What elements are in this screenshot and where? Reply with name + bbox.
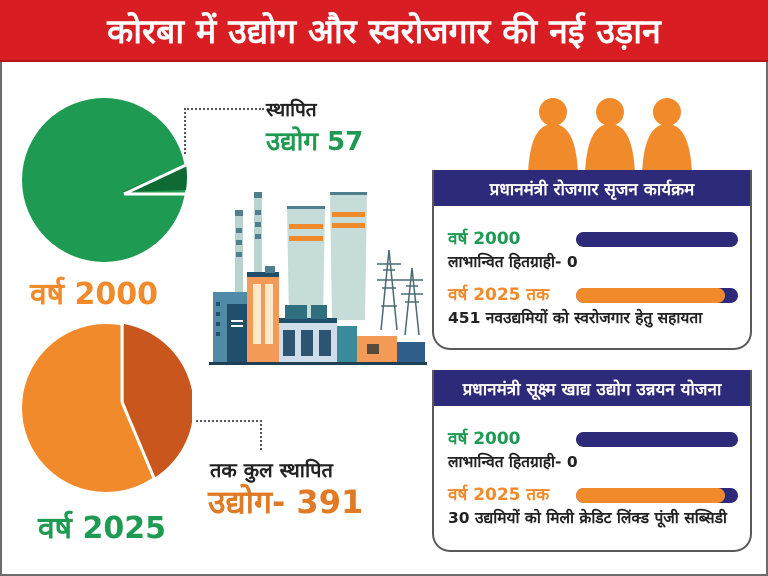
scheme-card-pmfme: प्रधानमंत्री सूक्ष्म खाद्य उद्योग उन्नयन… bbox=[432, 370, 752, 552]
pie-chart-2025 bbox=[22, 322, 192, 492]
row-year-label: वर्ष 2000 bbox=[448, 429, 521, 449]
pie-2000-callout-value: उद्योग 57 bbox=[266, 127, 364, 157]
scheme-card-pmegp: प्रधानमंत्री रोजगार सृजन कार्यक्रम वर्ष … bbox=[432, 170, 752, 350]
progress-bar-2000 bbox=[576, 432, 738, 447]
progress-bar-2025 bbox=[576, 288, 738, 303]
scheme-row-2025: वर्ष 2025 तक bbox=[434, 476, 750, 506]
header-banner: कोरबा में उद्योग और स्वरोजगार की नई उड़ा… bbox=[0, 0, 768, 62]
row-year-label: वर्ष 2025 तक bbox=[448, 485, 550, 505]
factory-illustration-icon bbox=[209, 192, 427, 365]
progress-bar-2025 bbox=[576, 488, 738, 503]
pie-2025-callout-value: उद्योग- 391 bbox=[208, 483, 364, 521]
pie-2025-year-label: वर्ष 2025 bbox=[38, 511, 166, 546]
row-description: लाभान्वित हितग्राही- 0 bbox=[448, 253, 578, 271]
pie-2025-callout-caption: तक कुल स्थापित bbox=[210, 458, 333, 482]
row-description: 451 नवउद्यमियों को स्वरोजगार हेतु सहायता bbox=[448, 309, 703, 327]
pie-2000-callout-caption: स्थापित bbox=[266, 99, 317, 121]
pie-2025-leader-line bbox=[196, 420, 262, 450]
row-year-label: वर्ष 2000 bbox=[448, 229, 521, 249]
row-description: लाभान्वित हितग्राही- 0 bbox=[448, 453, 578, 471]
scheme-card-title: प्रधानमंत्री सूक्ष्म खाद्य उद्योग उन्नयन… bbox=[434, 370, 750, 406]
row-description: 30 उद्यमियों को मिली क्रेडिट लिंक्ड पूंज… bbox=[448, 509, 727, 527]
pie-2000-year-label: वर्ष 2000 bbox=[30, 277, 158, 312]
scheme-row-2025: वर्ष 2025 तक bbox=[434, 276, 750, 306]
scheme-row-2000: वर्ष 2000 bbox=[434, 220, 750, 250]
pie-2000-leader-line bbox=[184, 108, 264, 154]
progress-bar-2000 bbox=[576, 232, 738, 247]
pie-chart-2000 bbox=[22, 98, 188, 262]
people-group-icon bbox=[528, 98, 692, 174]
page-title: कोरबा में उद्योग और स्वरोजगार की नई उड़ा… bbox=[107, 12, 661, 52]
scheme-row-2000: वर्ष 2000 bbox=[434, 420, 750, 450]
row-year-label: वर्ष 2025 तक bbox=[448, 285, 550, 305]
scheme-card-title: प्रधानमंत्री रोजगार सृजन कार्यक्रम bbox=[434, 170, 750, 206]
